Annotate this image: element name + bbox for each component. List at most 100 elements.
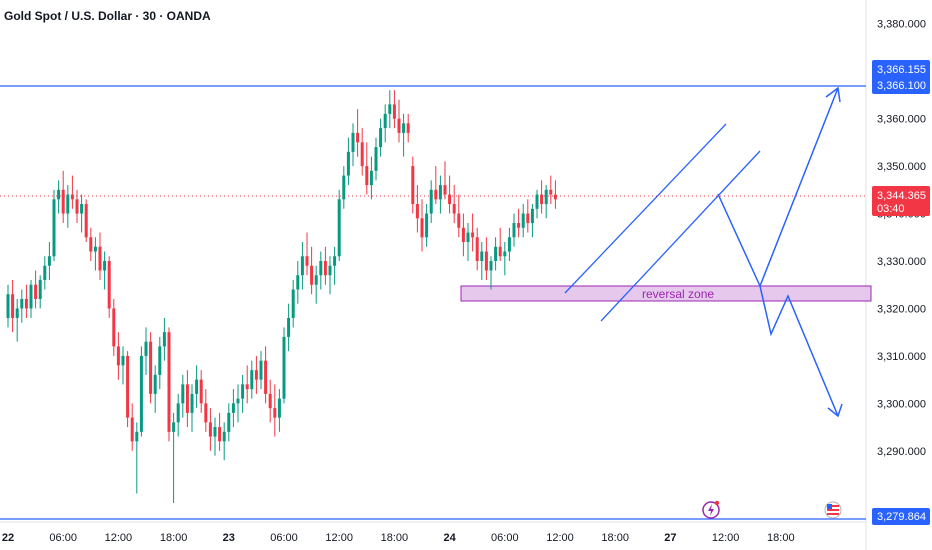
candle-body <box>208 422 212 437</box>
candle <box>38 275 42 309</box>
candle <box>268 379 272 423</box>
candle-body <box>310 265 314 285</box>
channel-upper-line[interactable] <box>564 123 727 294</box>
candle <box>98 232 102 280</box>
candle-body <box>489 261 493 271</box>
candle <box>89 227 93 261</box>
candle <box>287 303 291 352</box>
candle-body <box>259 360 263 380</box>
time-axis[interactable]: 22 06:00 12:00 18:00 23 06:00 12:00 18:00 24 06:0… <box>2 532 795 544</box>
candle <box>185 370 189 428</box>
candle-body <box>121 355 125 366</box>
candle <box>195 365 199 409</box>
level-badge-bottom[interactable]: 3,279.864 <box>872 508 930 525</box>
candle-body <box>199 379 203 404</box>
candle <box>126 351 130 428</box>
candle-body <box>52 199 56 257</box>
time-tick-label: 18:00 <box>601 532 629 544</box>
candle <box>461 213 465 257</box>
candle-body <box>323 261 327 276</box>
candle <box>112 298 116 356</box>
candle <box>448 175 452 214</box>
candle <box>323 246 327 285</box>
candle <box>70 175 74 209</box>
candle <box>29 279 33 318</box>
candle <box>158 336 162 390</box>
candles <box>6 90 557 504</box>
time-tick-label: 23 <box>223 532 235 544</box>
candle-body <box>512 223 516 238</box>
reversal-zone-label: reversal zone <box>642 287 714 301</box>
candle-body <box>415 204 419 219</box>
us-flag-event-icon[interactable] <box>824 501 842 519</box>
candle-body <box>80 204 84 214</box>
candle <box>351 123 355 167</box>
candle-body <box>360 142 364 167</box>
candle-body <box>526 213 530 224</box>
candle-body <box>241 384 245 399</box>
candle <box>429 180 433 224</box>
bullish-arrowhead-icon <box>825 86 841 103</box>
candle <box>379 118 383 157</box>
candle-body <box>356 132 360 143</box>
time-tick-label: 18:00 <box>381 532 409 544</box>
candle-body <box>466 232 470 243</box>
candle-body <box>47 256 51 266</box>
candle <box>20 289 24 323</box>
candle <box>314 265 318 304</box>
candle <box>236 384 240 423</box>
candle-body <box>411 166 415 205</box>
candle <box>259 351 263 390</box>
candle-body <box>337 199 341 257</box>
candle-body <box>70 194 74 200</box>
candle-body <box>494 246 498 261</box>
candle <box>34 270 38 309</box>
candle-body <box>38 279 42 299</box>
candle-body <box>264 360 268 394</box>
lightning-event-icon[interactable] <box>702 500 720 519</box>
candle <box>273 384 277 437</box>
bar-countdown: 03:40 <box>877 203 905 215</box>
candle <box>52 189 56 261</box>
current-price-badge[interactable]: 3,344.365 03:40 <box>872 186 930 216</box>
candle <box>530 204 534 238</box>
candle-body <box>75 199 79 214</box>
candle <box>93 237 97 271</box>
candle-body <box>236 398 240 404</box>
candle-body <box>277 398 281 418</box>
level-badge-top[interactable]: 3,366.155 3,366.100 <box>872 60 930 94</box>
candle-body <box>57 189 61 200</box>
candle-body <box>20 298 24 309</box>
price-tick-label: 3,350.000 <box>877 161 926 173</box>
candle-body <box>314 275 318 285</box>
candle-body <box>448 194 452 205</box>
candle-body <box>213 427 217 437</box>
candle <box>61 170 65 224</box>
candle-body <box>291 289 295 318</box>
candle <box>535 189 539 219</box>
candle-body <box>503 251 507 257</box>
candle-body <box>328 265 332 276</box>
candle <box>218 412 222 451</box>
time-tick-label: 12:00 <box>712 532 740 544</box>
candle-body <box>342 175 346 200</box>
candle <box>507 227 511 261</box>
candle <box>245 365 249 404</box>
candle <box>277 389 281 432</box>
time-tick-label: 18:00 <box>767 532 795 544</box>
candle-body <box>420 218 424 238</box>
candle-body <box>195 379 199 394</box>
candle <box>397 99 401 143</box>
candle <box>116 332 120 380</box>
reversal-zone[interactable] <box>460 285 872 302</box>
candle <box>139 346 143 437</box>
candle-body <box>535 194 539 209</box>
bearish-projection-path[interactable] <box>759 285 839 417</box>
candle-body <box>29 284 33 309</box>
candle-body <box>172 422 176 432</box>
candle <box>374 137 378 181</box>
candle <box>181 374 185 418</box>
channel-lower-line[interactable] <box>600 150 761 322</box>
candle <box>544 185 548 219</box>
